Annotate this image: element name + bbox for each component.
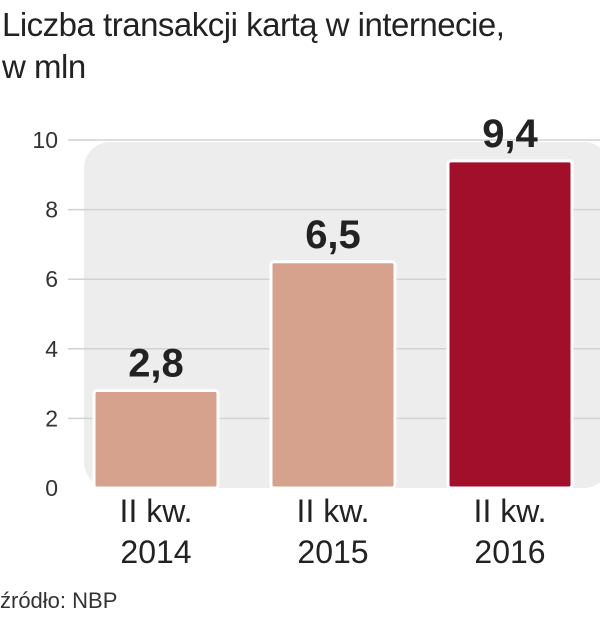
bar-value-label: 2,8 <box>128 342 184 386</box>
chart-title: Liczba transakcji kartą w internecie, w … <box>2 4 598 88</box>
y-tick-label: 4 <box>45 336 58 362</box>
bar-value-label: 9,4 <box>482 112 538 156</box>
y-tick-label: 8 <box>45 197 58 223</box>
y-tick-label: 0 <box>45 475 58 501</box>
chart-title-line-1: Liczba transakcji kartą w internecie, <box>2 6 505 43</box>
chart-title-line-2: w mln <box>2 48 86 85</box>
bar <box>92 389 220 490</box>
bar <box>269 260 397 490</box>
bar-value-label: 6,5 <box>305 213 361 257</box>
x-category-label-line-2: 2016 <box>474 534 545 570</box>
x-category-label-line-1: II kw. <box>297 493 370 529</box>
x-category-label-line-1: II kw. <box>120 493 193 529</box>
x-category-label-line-2: 2014 <box>120 534 191 570</box>
x-category-label-line-2: 2015 <box>297 534 368 570</box>
y-tick-label: 6 <box>45 266 58 292</box>
y-tick-label: 2 <box>45 405 58 431</box>
x-category-label-line-1: II kw. <box>474 493 547 529</box>
source-note: źródło: NBP <box>0 588 118 613</box>
bar <box>446 159 574 490</box>
y-tick-label: 10 <box>32 127 58 153</box>
